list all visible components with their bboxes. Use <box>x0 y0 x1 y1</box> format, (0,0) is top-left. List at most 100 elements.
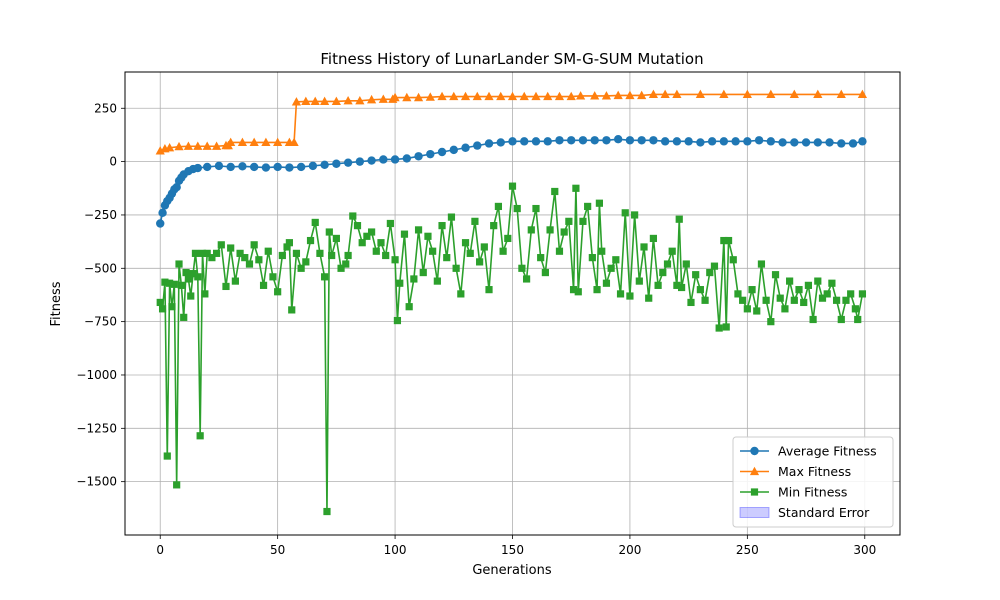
min-fitness-point <box>551 187 559 196</box>
average-fitness-point <box>332 159 341 168</box>
average-fitness-point <box>754 136 764 145</box>
min-fitness-point <box>574 288 582 296</box>
max-fitness-point <box>460 91 471 101</box>
min-fitness-point <box>504 234 512 243</box>
min-fitness-point <box>184 275 193 283</box>
min-fitness-point <box>635 277 643 285</box>
min-fitness-point <box>457 290 465 298</box>
average-fitness-point <box>555 136 564 145</box>
average-fitness-point <box>437 147 447 157</box>
min-fitness-point <box>194 273 202 281</box>
min-fitness-point <box>527 226 535 234</box>
min-fitness-point <box>180 313 188 321</box>
max-fitness-point <box>719 89 729 99</box>
min-fitness-point <box>621 209 629 217</box>
max-fitness-point <box>507 91 518 101</box>
chart-title: Fitness History of LunarLander SM-G-SUM … <box>320 50 703 68</box>
min-fitness-point <box>471 217 479 225</box>
grid-lines <box>125 72 900 535</box>
average-fitness-point <box>567 136 576 145</box>
min-fitness-point <box>259 281 268 289</box>
average-fitness-point <box>837 139 846 148</box>
min-fitness-point <box>363 232 371 240</box>
max-fitness-point <box>742 89 752 99</box>
min-fitness-point <box>818 294 827 302</box>
max-fitness-point <box>249 137 259 147</box>
min-fitness-point <box>452 264 460 272</box>
min-fitness-point <box>809 315 817 324</box>
min-fitness-point <box>316 249 324 257</box>
average-fitness-point <box>285 163 294 172</box>
min-fitness-point <box>191 249 200 257</box>
min-fitness-point <box>522 275 531 283</box>
min-fitness-point <box>461 239 470 247</box>
min-fitness-point <box>332 234 340 243</box>
min-fitness-point <box>212 249 221 257</box>
average-fitness-point <box>743 137 752 146</box>
min-fitness-point <box>659 268 667 277</box>
legend-item-standard-error: Standard Error <box>739 505 870 520</box>
min-fitness-point <box>499 247 507 255</box>
average-fitness-point <box>273 162 282 172</box>
max-fitness-point <box>648 89 659 99</box>
min-fitness-point <box>321 273 329 281</box>
min-fitness-point <box>285 239 293 247</box>
min-fitness-point <box>720 236 728 245</box>
max-fitness-point <box>813 89 823 99</box>
legend-item-average-fitness: Average Fitness <box>740 444 877 459</box>
min-fitness-point <box>687 298 695 307</box>
average-fitness-point <box>156 219 165 228</box>
max-fitness-point <box>202 141 212 150</box>
min-fitness-point <box>485 286 493 294</box>
min-fitness-point <box>245 260 254 268</box>
min-fitness-point <box>673 281 681 289</box>
average-fitness-point <box>790 138 799 147</box>
average-fitness-point <box>461 143 470 152</box>
min-fitness-point <box>158 305 167 313</box>
min-fitness-point <box>231 277 239 285</box>
min-fitness-point <box>269 273 277 281</box>
min-fitness-point <box>367 228 376 236</box>
min-fitness-point <box>490 222 498 230</box>
min-fitness-point <box>724 236 733 245</box>
legend-label: Average Fitness <box>778 444 877 459</box>
min-fitness-point <box>400 230 409 238</box>
legend-box <box>732 436 894 528</box>
max-fitness-point <box>613 90 623 100</box>
min-fitness-point <box>344 251 352 260</box>
y-axis-label: Fitness <box>49 281 64 326</box>
min-fitness-point <box>443 254 451 262</box>
average-fitness-point <box>578 136 588 145</box>
max-fitness-point <box>637 90 647 100</box>
max-fitness-point <box>378 94 388 103</box>
y-tick-label: −1250 <box>76 421 117 435</box>
min-fitness-point <box>771 271 780 279</box>
min-fitness-point <box>569 286 578 294</box>
min-fitness-point <box>419 268 427 277</box>
min-fitness-point <box>795 286 803 294</box>
x-tick-label: 100 <box>384 543 407 557</box>
max-fitness-point <box>320 96 330 106</box>
average-fitness-point <box>696 138 705 147</box>
min-fitness-point <box>358 239 366 247</box>
min-fitness-point <box>250 241 258 249</box>
min-fitness-point <box>208 254 216 262</box>
average-fitness-point <box>390 155 400 164</box>
min-fitness-point <box>541 268 549 277</box>
y-tick-label: −500 <box>84 261 117 275</box>
average-fitness-point <box>731 137 740 146</box>
min-fitness-point <box>274 288 282 296</box>
max-fitness-point <box>543 91 553 101</box>
min-fitness-point <box>626 292 634 300</box>
average-fitness-point <box>520 137 529 146</box>
min-fitness-point <box>255 256 263 264</box>
average-fitness-point <box>496 138 505 147</box>
x-tick-label: 200 <box>618 543 641 557</box>
min-fitness-point <box>607 264 615 272</box>
average-fitness-point <box>343 158 353 167</box>
min-fitness-point <box>748 286 756 294</box>
y-tick-label: −250 <box>84 208 117 222</box>
x-tick-label: 0 <box>156 543 164 557</box>
min-fitness-point <box>753 307 761 315</box>
